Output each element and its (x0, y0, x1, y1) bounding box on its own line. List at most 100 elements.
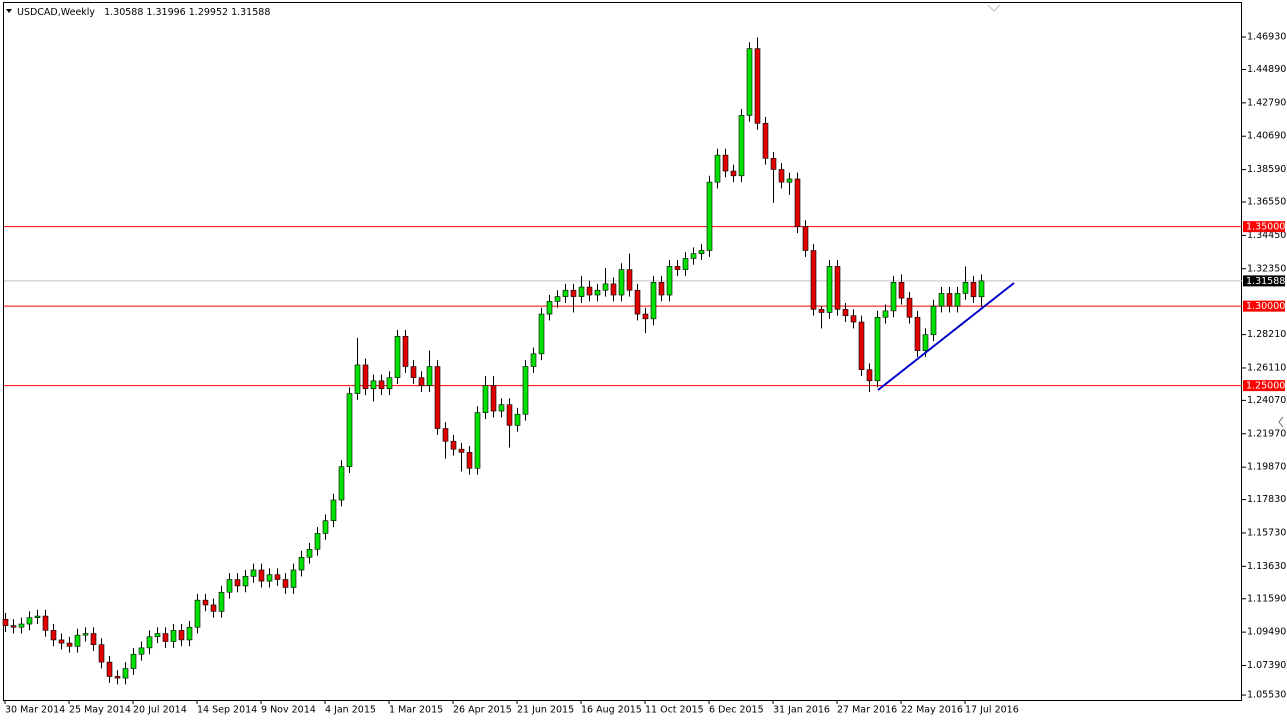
candle-body (322, 520, 329, 534)
candle-body (922, 334, 929, 351)
candle-body (234, 579, 241, 587)
candle-body (186, 626, 193, 641)
candle-body (282, 579, 289, 588)
candle-body (634, 289, 641, 315)
candle-body (418, 377, 425, 386)
candle-body (482, 385, 489, 413)
candle-body (506, 404, 513, 426)
candle-body (890, 281, 897, 312)
candle-body (98, 644, 105, 663)
candle-body (530, 353, 537, 367)
candle-body (306, 549, 313, 558)
y-tick-label: 1.13630 (1247, 561, 1286, 572)
candle-body (378, 380, 385, 390)
last-price-label: 1.31588 (1246, 276, 1285, 287)
candle-body (698, 250, 705, 254)
y-tick-label: 1.28210 (1247, 329, 1286, 340)
x-tick-label: 4 Jan 2015 (325, 705, 376, 716)
y-tick-label: 1.42790 (1247, 97, 1286, 108)
candle-body (250, 569, 257, 577)
side-marker (1278, 416, 1284, 428)
candle-body (34, 615, 41, 618)
candle-body (786, 178, 793, 183)
candle-body (522, 366, 529, 415)
candle-body (578, 286, 585, 297)
candle-body (610, 283, 617, 296)
candle-body (50, 630, 57, 641)
candle-body (858, 321, 865, 371)
candle-body (954, 293, 961, 307)
x-tick-label: 6 Dec 2015 (709, 705, 764, 716)
candle-body (594, 289, 601, 296)
x-tick-label: 27 Mar 2016 (837, 705, 897, 716)
candle-body (58, 639, 65, 644)
candle-body (114, 676, 121, 679)
candle-body (498, 404, 505, 412)
candle-body (538, 313, 545, 355)
candle-body (938, 293, 945, 307)
candle-body (274, 574, 281, 580)
candle-body (450, 440, 457, 450)
y-tick-label: 1.15730 (1247, 527, 1286, 538)
candle-body (202, 599, 209, 606)
chart-title: USDCAD,Weekly (17, 7, 95, 18)
candle-body (898, 281, 905, 299)
candle-body (146, 636, 153, 649)
candle-body (266, 574, 273, 582)
candle-body (962, 281, 969, 294)
candle-body (970, 281, 977, 298)
trend-line[interactable] (877, 282, 1015, 391)
candle-body (850, 315, 857, 323)
candle-body (90, 633, 97, 645)
candle-body (178, 630, 185, 641)
last-open: 1.30588 (104, 7, 143, 18)
level-label-box (1243, 221, 1285, 233)
candle-body (42, 615, 49, 631)
candle-body (170, 630, 177, 642)
candle-body (842, 309, 849, 316)
candle-body (242, 576, 249, 587)
candle-body (394, 336, 401, 378)
x-tick-label: 25 May 2014 (69, 705, 131, 716)
candle-body (762, 123, 769, 159)
candle-body (434, 366, 441, 429)
candle-body (874, 316, 881, 382)
candle-body (754, 48, 761, 124)
candle-body (978, 280, 985, 298)
candle-body (690, 253, 697, 259)
candle-body (106, 661, 113, 677)
y-tick-label: 1.09490 (1247, 627, 1286, 638)
candle-body (546, 301, 553, 315)
chart-header: USDCAD,Weekly 1.30588 1.31996 1.29952 1.… (17, 7, 270, 18)
candle-body (586, 286, 593, 296)
candle-body (946, 293, 953, 307)
candle-body (18, 623, 25, 628)
last-close: 1.31588 (231, 7, 270, 18)
candle-body (338, 466, 345, 501)
candle-body (354, 364, 361, 394)
candle-body (10, 625, 17, 628)
candle-body (714, 154, 721, 183)
candle-body (130, 653, 137, 669)
candle-body (666, 266, 673, 296)
candle-body (570, 289, 577, 297)
y-tick-label: 1.38590 (1247, 164, 1286, 175)
x-tick-label: 22 May 2016 (901, 705, 963, 716)
candle-body (330, 499, 337, 522)
x-tick-label: 20 Jul 2014 (133, 705, 187, 716)
candle-body (618, 269, 625, 296)
candle-body (290, 569, 297, 588)
candle-body (154, 633, 161, 638)
candle-body (746, 48, 753, 116)
candle-body (882, 310, 889, 318)
candle-body (674, 266, 681, 270)
menu-arrow[interactable] (6, 9, 12, 13)
x-tick-label: 31 Jan 2016 (773, 705, 830, 716)
candle-body (386, 377, 393, 390)
candle-body (474, 412, 481, 469)
plot-area: 1.46930 1.44890 1.42790 1.40690 1.38590 1.365… (2, 32, 1286, 716)
candle-body (706, 181, 713, 251)
level-label: 1.25000 (1246, 381, 1285, 392)
